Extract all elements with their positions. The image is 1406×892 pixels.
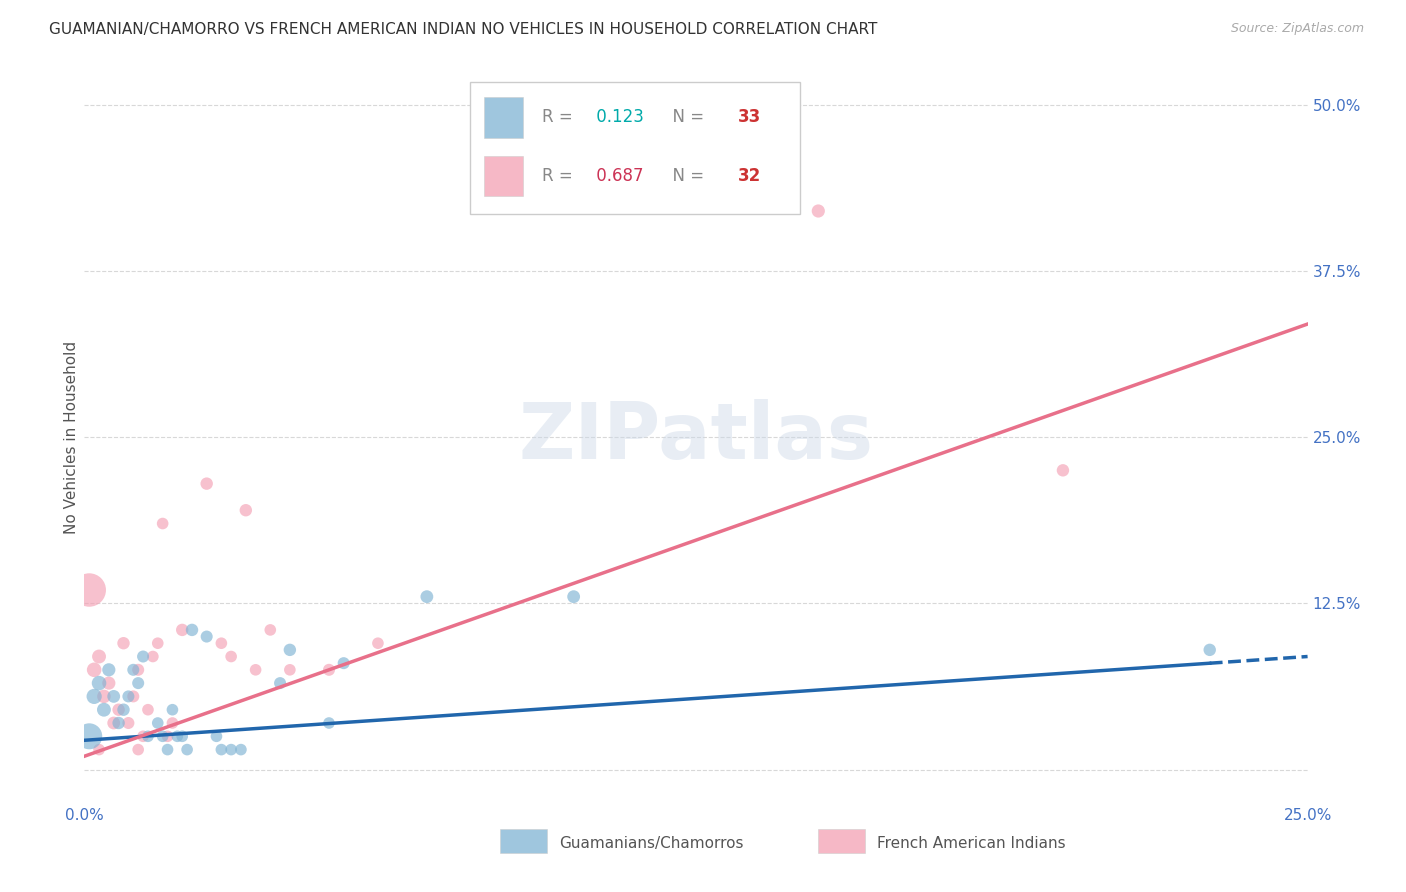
FancyBboxPatch shape	[818, 830, 865, 853]
Point	[112, 703, 135, 717]
Point	[156, 742, 179, 756]
Point	[181, 623, 204, 637]
Point	[127, 676, 149, 690]
Point	[107, 716, 129, 731]
Point	[117, 690, 139, 704]
Point	[162, 716, 184, 731]
Text: R =: R =	[541, 167, 578, 185]
Point	[562, 590, 585, 604]
Point	[259, 623, 281, 637]
Point	[136, 703, 159, 717]
Point	[97, 676, 120, 690]
Point	[235, 503, 257, 517]
Point	[172, 623, 194, 637]
Point	[278, 663, 301, 677]
Point	[77, 729, 100, 743]
Text: French American Indians: French American Indians	[877, 836, 1066, 851]
Point	[209, 742, 232, 756]
Point	[176, 742, 198, 756]
FancyBboxPatch shape	[470, 82, 800, 214]
Text: N =: N =	[662, 109, 709, 127]
Point	[807, 204, 830, 219]
Text: GUAMANIAN/CHAMORRO VS FRENCH AMERICAN INDIAN NO VEHICLES IN HOUSEHOLD CORRELATIO: GUAMANIAN/CHAMORRO VS FRENCH AMERICAN IN…	[49, 22, 877, 37]
Text: Guamanians/Chamorros: Guamanians/Chamorros	[560, 836, 744, 851]
Point	[152, 729, 174, 743]
Point	[318, 716, 340, 731]
Point	[416, 590, 439, 604]
Text: Source: ZipAtlas.com: Source: ZipAtlas.com	[1230, 22, 1364, 36]
Point	[77, 582, 100, 597]
Point	[93, 703, 115, 717]
Point	[229, 742, 252, 756]
Point	[103, 690, 125, 704]
Point	[156, 729, 179, 743]
Point	[142, 649, 165, 664]
FancyBboxPatch shape	[484, 156, 523, 196]
Point	[132, 729, 155, 743]
Text: ZIPatlas: ZIPatlas	[519, 399, 873, 475]
Point	[93, 690, 115, 704]
Point	[112, 636, 135, 650]
Text: N =: N =	[662, 167, 709, 185]
Point	[87, 649, 110, 664]
Point	[367, 636, 389, 650]
Point	[1198, 643, 1220, 657]
Point	[209, 636, 232, 650]
Point	[146, 716, 169, 731]
Point	[166, 729, 188, 743]
Point	[132, 649, 155, 664]
Text: 0.123: 0.123	[591, 109, 644, 127]
Point	[278, 643, 301, 657]
Point	[136, 729, 159, 743]
Point	[172, 729, 194, 743]
Point	[127, 663, 149, 677]
Point	[195, 630, 218, 644]
FancyBboxPatch shape	[484, 97, 523, 137]
Point	[195, 476, 218, 491]
Point	[117, 716, 139, 731]
Point	[162, 703, 184, 717]
Point	[107, 703, 129, 717]
Point	[1052, 463, 1074, 477]
Point	[127, 742, 149, 756]
Point	[219, 742, 242, 756]
Point	[103, 716, 125, 731]
Point	[122, 663, 145, 677]
Point	[205, 729, 228, 743]
Point	[318, 663, 340, 677]
Point	[146, 636, 169, 650]
Text: 33: 33	[738, 109, 761, 127]
Point	[152, 516, 174, 531]
Point	[269, 676, 291, 690]
Point	[83, 663, 105, 677]
Point	[87, 742, 110, 756]
Y-axis label: No Vehicles in Household: No Vehicles in Household	[63, 341, 79, 533]
Text: R =: R =	[541, 109, 578, 127]
Point	[87, 676, 110, 690]
Text: 0.687: 0.687	[591, 167, 644, 185]
Point	[122, 690, 145, 704]
Point	[332, 656, 354, 670]
FancyBboxPatch shape	[501, 830, 547, 853]
Point	[245, 663, 267, 677]
Point	[97, 663, 120, 677]
Text: 32: 32	[738, 167, 761, 185]
Point	[219, 649, 242, 664]
Point	[83, 690, 105, 704]
